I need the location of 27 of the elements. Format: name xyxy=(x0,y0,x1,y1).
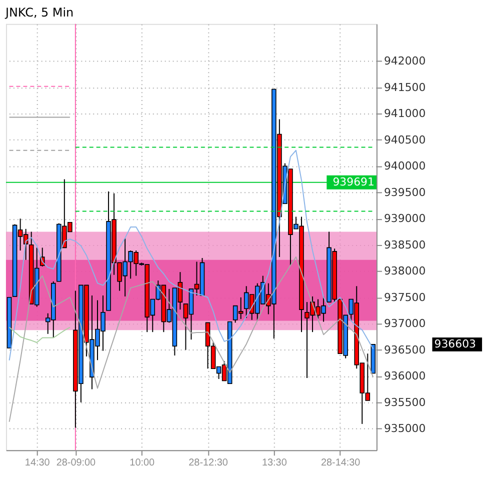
line-series xyxy=(8,326,70,344)
y-tick-label: 936500 xyxy=(384,343,426,356)
x-tick-label: 28-09:00 xyxy=(56,458,96,469)
y-tick-label: 937000 xyxy=(384,317,426,330)
x-tick-label: 10:00 xyxy=(130,458,156,469)
x-tick-label: 13:30 xyxy=(262,458,288,469)
y-tick-label: 941000 xyxy=(384,107,426,120)
line-series xyxy=(8,256,374,422)
y-tick-label: 942000 xyxy=(384,54,426,68)
x-tick-label: 28-12:30 xyxy=(188,458,228,469)
y-tick-label: 935500 xyxy=(384,396,426,409)
ref-line-label: 939691 xyxy=(332,175,374,188)
text: 936603 xyxy=(434,337,476,350)
chart-title: JNKC, 5 Min xyxy=(4,5,74,20)
y-tick-label: 936000 xyxy=(384,370,426,383)
y-tick-label: 940500 xyxy=(384,133,426,146)
x-tick-label: 28-14:30 xyxy=(320,458,361,469)
y-tick-label: 935000 xyxy=(384,422,426,436)
y-tick-label: 938000 xyxy=(384,264,426,278)
y-tick-label: 938500 xyxy=(384,238,426,252)
y-tick-label: 939500 xyxy=(384,186,426,199)
x-tick-label: 14:30 xyxy=(24,458,50,469)
y-tick-label: 939000 xyxy=(384,212,426,226)
y-tick-label: 937500 xyxy=(384,290,426,304)
y-tick-label: 940000 xyxy=(384,160,426,173)
y-tick-label: 941500 xyxy=(384,80,426,94)
line-series xyxy=(8,150,374,361)
